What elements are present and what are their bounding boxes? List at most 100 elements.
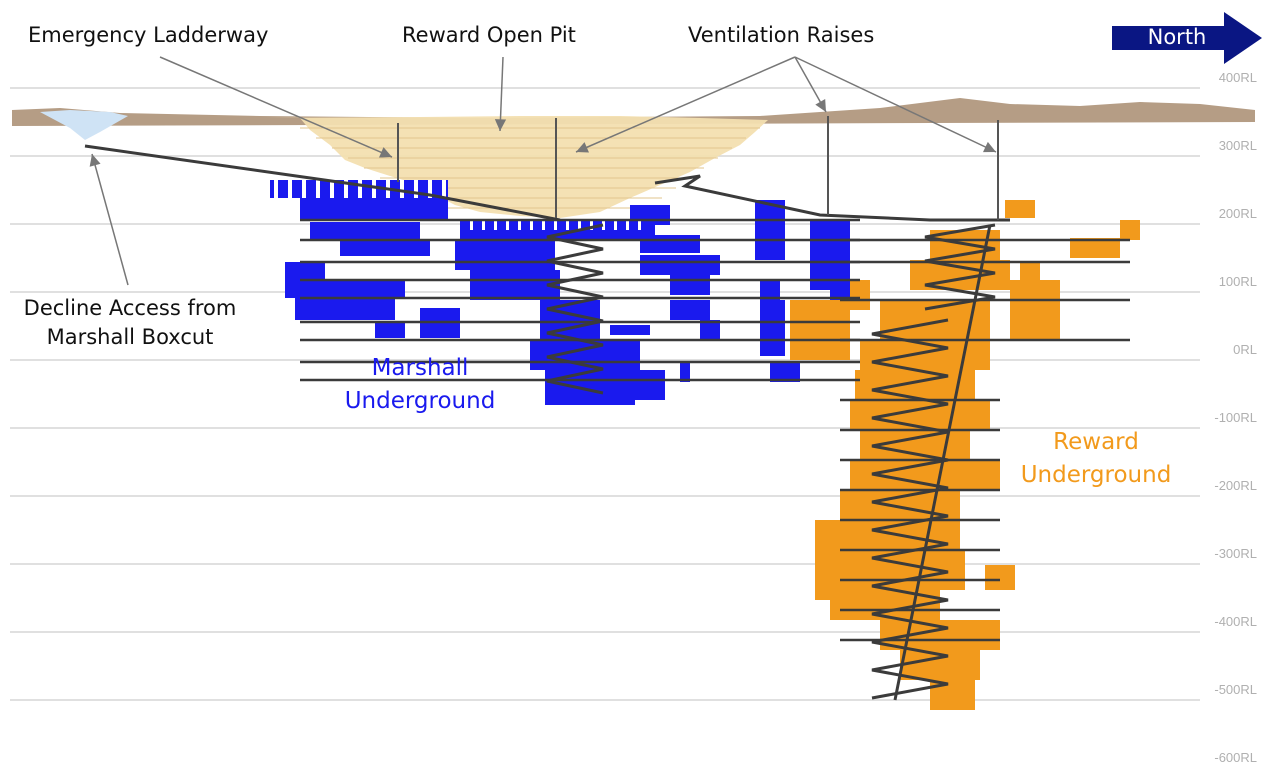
stope-pillar <box>638 220 641 230</box>
reward-underground-label: Reward Underground <box>996 426 1196 493</box>
stope-pillar <box>344 180 348 198</box>
marshall-label-line-1: Marshall <box>371 355 469 381</box>
emergency-ladderway-label: Emergency Ladderway <box>28 23 269 47</box>
marshall-underground-stopes <box>270 180 850 405</box>
reward-stope <box>930 680 975 710</box>
open-pit-shell <box>265 116 768 218</box>
stope-pillar <box>442 180 446 198</box>
ventilation-raise-shafts <box>397 116 999 220</box>
reward-spiral-decline-upper <box>924 223 996 311</box>
rl-label: 400RL <box>1218 70 1257 85</box>
decline-access-line-2: Marshall Boxcut <box>46 325 214 350</box>
reward-open-pit <box>265 116 768 218</box>
vent-raise-leader <box>575 56 796 153</box>
stope-pillar <box>274 180 278 198</box>
stope-pillar <box>542 220 545 230</box>
leader-arrowhead <box>89 154 101 167</box>
decline-access-leader <box>91 153 129 286</box>
stope-pillar <box>506 220 509 230</box>
reward-open-pit-label: Reward Open Pit <box>402 23 576 47</box>
boxcut-excavation <box>40 110 128 140</box>
reward-stope <box>1005 200 1035 218</box>
marshall-stope <box>365 298 395 320</box>
stope-pillar <box>578 220 581 230</box>
stope-pillar <box>518 220 521 230</box>
leader-arrowhead <box>494 119 507 131</box>
decline-access-drive <box>84 144 561 222</box>
ladderway-leader <box>159 56 393 158</box>
marshall-stope <box>545 390 635 405</box>
reward-stope <box>850 280 870 310</box>
marshall-stope <box>300 198 448 220</box>
marshall-stope <box>700 320 720 340</box>
marshall-underground-label: Marshall Underground <box>320 352 520 419</box>
stope-pillar <box>626 220 629 230</box>
reward-stope <box>815 520 850 600</box>
rl-label: -500RL <box>1214 682 1257 697</box>
ventilation-raises-label: Ventilation Raises <box>688 23 875 47</box>
stope-pillar <box>358 180 362 198</box>
stope-pillar <box>330 180 334 198</box>
reward-label-line-2: Underground <box>1020 462 1172 489</box>
stope-pillar <box>566 220 569 230</box>
reward-stope <box>1120 220 1140 240</box>
rl-label: 200RL <box>1218 206 1257 221</box>
stope-pillar <box>400 180 404 198</box>
reward-spiral-decline-lower <box>871 318 949 700</box>
marshall-stope <box>460 220 655 240</box>
stope-pillar <box>530 220 533 230</box>
rl-label: -600RL <box>1214 750 1257 765</box>
rl-label: 300RL <box>1218 138 1257 153</box>
rl-label: 0RL <box>1233 342 1257 357</box>
stope-pillar <box>590 220 593 230</box>
stope-pillar <box>302 180 306 198</box>
reward-stope <box>1070 238 1120 258</box>
marshall-stope <box>630 205 670 225</box>
stope-pillar <box>372 180 376 198</box>
marshall-stope <box>310 222 420 240</box>
leader-arrowhead <box>379 147 392 158</box>
marshall-stope <box>760 300 785 356</box>
stope-pillar <box>288 180 292 198</box>
reward-stope <box>845 550 965 590</box>
marshall-stope <box>755 200 785 260</box>
stope-pillar <box>414 180 418 198</box>
reward-stope <box>880 620 1000 650</box>
leader-arrowhead <box>815 99 826 112</box>
stope-pillar <box>316 180 320 198</box>
marshall-spiral-decline <box>546 223 604 395</box>
rl-label: 100RL <box>1218 274 1257 289</box>
north-label: North <box>1147 25 1207 49</box>
stope-pillar <box>428 180 432 198</box>
decline-access-line-1: Decline Access from <box>23 296 237 320</box>
stope-pillar <box>482 220 485 230</box>
reward-stope <box>1020 262 1040 282</box>
stope-pillar <box>554 220 557 230</box>
marshall-stope <box>670 275 710 295</box>
rl-label: -300RL <box>1214 546 1257 561</box>
marshall-stope <box>680 362 690 382</box>
stope-pillar <box>470 220 473 230</box>
decline-drive-north <box>654 174 1010 222</box>
reward-stope <box>790 300 850 360</box>
north-arrow-icon <box>1112 12 1262 64</box>
reward-stope <box>1010 280 1060 340</box>
leader-arrowhead <box>983 141 996 153</box>
open-pit-leader <box>499 56 504 132</box>
decline-development <box>84 144 1130 701</box>
marshall-stope <box>340 240 430 256</box>
reward-stope <box>985 565 1015 590</box>
rl-label: -100RL <box>1214 410 1257 425</box>
reward-label-line-1: Reward <box>1053 429 1139 455</box>
stope-pillar <box>614 220 617 230</box>
marshall-stope <box>500 240 540 300</box>
annotation-leader-lines <box>89 56 997 286</box>
marshall-stope <box>770 362 800 382</box>
rl-label: -400RL <box>1214 614 1257 629</box>
marshall-stope <box>285 262 325 280</box>
marshall-stope <box>640 255 720 275</box>
marshall-stope <box>285 280 405 298</box>
marshall-stope <box>375 322 405 338</box>
marshall-stope <box>640 235 700 253</box>
